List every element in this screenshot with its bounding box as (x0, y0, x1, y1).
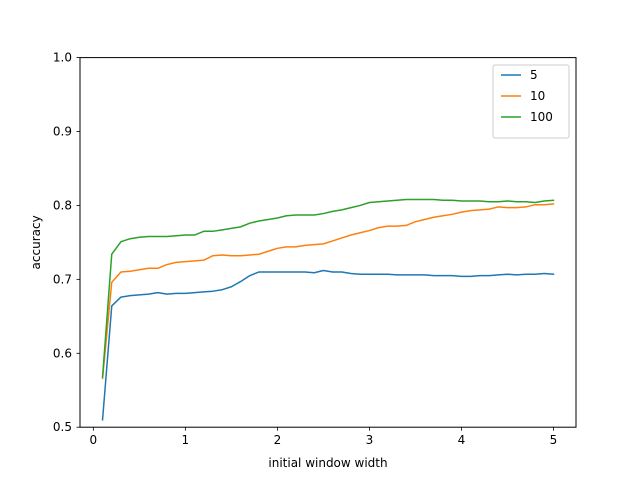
series-line-100 (101, 198, 555, 378)
y-axis-ticks: 0.5 0.6 0.7 0.8 0.9 1.0 (53, 51, 80, 434)
legend-label-100: 100 (530, 110, 553, 124)
series-line-10 (101, 203, 555, 380)
x-tick-label: 2 (274, 433, 282, 447)
y-tick-label: 0.9 (53, 125, 72, 139)
x-tick-label: 1 (182, 433, 190, 447)
y-tick-label: 0.6 (53, 346, 72, 360)
series-line-5 (101, 269, 555, 421)
y-axis-label: accuracy (29, 215, 43, 269)
x-axis-label: initial window width (268, 456, 387, 470)
x-tick-label: 5 (550, 433, 558, 447)
series-lines (101, 198, 555, 421)
y-tick-label: 0.7 (53, 272, 72, 286)
y-tick-label: 0.8 (53, 198, 72, 212)
plot-frame (79, 57, 577, 428)
legend-label-5: 5 (530, 68, 538, 82)
y-tick-label: 1.0 (53, 51, 72, 65)
y-tick-label: 0.5 (53, 420, 72, 434)
x-tick-label: 0 (90, 433, 98, 447)
x-tick-label: 3 (366, 433, 374, 447)
legend-label-10: 10 (530, 89, 545, 103)
x-tick-label: 4 (458, 433, 466, 447)
x-axis-ticks: 0 1 2 3 4 5 (90, 427, 558, 447)
legend-box (492, 64, 570, 139)
legend: 5 10 100 (492, 64, 570, 139)
